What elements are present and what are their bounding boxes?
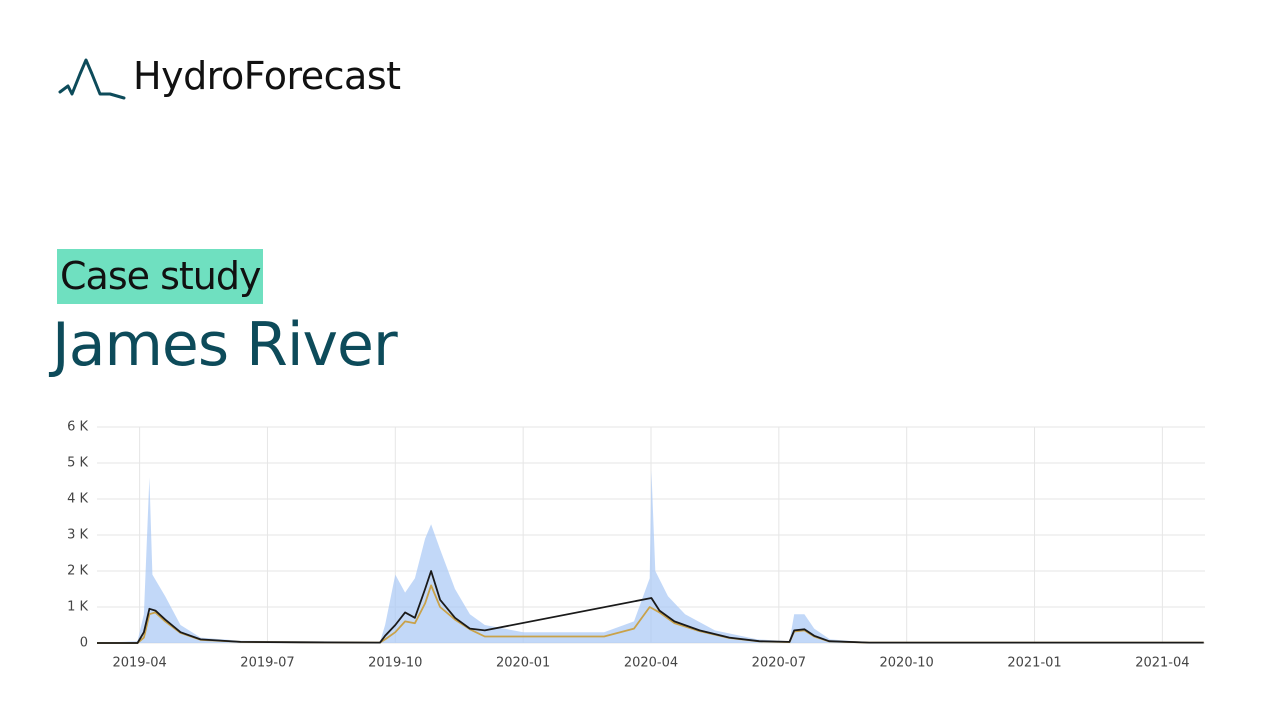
x-tick-label: 2019-07 [240, 656, 294, 671]
y-tick-label: 4 K [67, 492, 88, 507]
x-tick-label: 2021-01 [1007, 656, 1061, 671]
x-tick-label: 2019-04 [112, 656, 166, 671]
x-tick-label: 2020-01 [496, 656, 550, 671]
title: James River [52, 310, 398, 380]
brand: HydroForecast [133, 54, 401, 98]
y-tick-label: 0 [80, 636, 88, 651]
x-tick-label: 2019-10 [368, 656, 422, 671]
x-tick-label: 2020-04 [624, 656, 678, 671]
x-tick-label: 2021-04 [1135, 656, 1189, 671]
tag: Case study [57, 249, 264, 304]
x-tick-label: 2020-07 [752, 656, 806, 671]
y-tick-label: 3 K [67, 528, 88, 543]
chart: 0 1 K 2 K 3 K 4 K 5 K 6 K 2019-04 2019-07 2019-10… [67, 420, 1205, 671]
band-area [97, 470, 1204, 643]
x-tick-label: 2020-10 [880, 656, 934, 671]
y-tick-label: 2 K [67, 564, 88, 579]
y-tick-label: 1 K [67, 600, 88, 615]
y-tick-label: 6 K [67, 420, 88, 435]
line [97, 570, 1204, 644]
logo-icon [58, 58, 126, 100]
y-tick-label: 5 K [67, 456, 88, 471]
